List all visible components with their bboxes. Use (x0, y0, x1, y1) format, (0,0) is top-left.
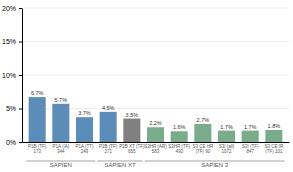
x-tick-label: S3I (TF)847 (242, 144, 259, 154)
grid-line (22, 41, 289, 42)
x-tick-label: S3HR (TF)490 (168, 144, 190, 154)
x-tick-label: S3HR (AR)583 (144, 144, 167, 154)
bar (194, 124, 211, 142)
groups: SAPIEN SAPIEN XT SAPIEN 3 (26, 161, 284, 168)
y-tick: 20% (2, 5, 22, 12)
x-tick-label-line: 655 (128, 149, 136, 154)
bar (52, 104, 69, 142)
x-tick: P1A (TT)249 (75, 144, 94, 154)
x-tick: S3HR (AR)583 (144, 144, 167, 154)
x-tick-label-line: 271 (104, 149, 112, 154)
grid-line (22, 8, 289, 9)
data-label: 1.7% (244, 124, 257, 130)
group-label: SAPIEN XT (104, 162, 136, 168)
bar (123, 119, 140, 142)
group-label: SAPIEN 3 (201, 162, 229, 168)
y-tick-mark (19, 8, 22, 9)
x-tick: P1A (IA)344 (52, 144, 69, 154)
x-tick: S3I (all)1072 (219, 144, 235, 154)
y-tick: 5% (6, 105, 22, 112)
y-tick: 10% (2, 72, 22, 79)
y-axis-line (22, 9, 23, 143)
x-tick-label-line: 344 (57, 149, 65, 154)
data-label: 1.6% (173, 124, 186, 130)
y-tick-label: 15% (2, 38, 16, 45)
x-axis-line (23, 142, 290, 143)
y-tick: 0% (6, 139, 22, 146)
x-tick: S3HR (TF)490 (168, 144, 190, 154)
bar (242, 131, 259, 142)
x-tick-label-line: 847 (246, 149, 254, 154)
x-tick-label: S3I (all)1072 (219, 144, 235, 154)
x-tick-label: S3 CE IR(TF) 101 (264, 144, 284, 154)
bar (171, 131, 188, 142)
y-axis: 0% 5% 10% 15% 20% (2, 5, 23, 146)
x-tick-label-line: 173 (33, 149, 41, 154)
data-labels: 6.7% 5.7% 3.7% 4.5% 3.5% 2.2% 1.6% 2.7% 1.7% 1.7%… (31, 90, 280, 130)
y-tick-mark (19, 42, 22, 43)
data-label: 5.7% (55, 97, 68, 103)
data-label: 4.5% (102, 105, 115, 111)
chart: 6.7% 5.7% 3.7% 4.5% 3.5% 2.2% 1.6% 2.7% 1.7% 1.7%… (0, 0, 293, 172)
x-tick-label: P1B (TF)173 (28, 144, 47, 154)
x-tick: S3I (TF)847 (242, 144, 259, 154)
bar (29, 97, 46, 142)
x-tick-label: P1A (IA)344 (52, 144, 69, 154)
data-label: 2.7% (197, 117, 210, 123)
grid (22, 8, 289, 142)
chart-container: 6.7% 5.7% 3.7% 4.5% 3.5% 2.2% 1.6% 2.7% 1.7% 1.7%… (0, 0, 293, 172)
x-tick-label: P2B (TF)271 (99, 144, 118, 154)
x-tick-label: P2B XT (TF)655 (119, 144, 145, 154)
grid-line (22, 75, 289, 76)
x-axis: P1B (TF)173 P1A (IA)344 P1A (TT)249 P2B (TF… (23, 143, 290, 155)
y-tick-label: 0% (6, 139, 16, 146)
bar (218, 131, 235, 142)
bar (147, 127, 164, 142)
x-tick-label: P1A (TT)249 (75, 144, 94, 154)
bars (29, 97, 283, 142)
x-tick-label-line: (TF) 101 (265, 149, 283, 154)
data-label: 2.2% (149, 120, 162, 126)
x-tick: P2B XT (TF)655 (119, 144, 145, 154)
data-label: 3.7% (78, 110, 91, 116)
y-tick-mark (19, 75, 22, 76)
x-tick: P2B (TF)271 (99, 144, 118, 154)
x-tick-label-line: 249 (81, 149, 89, 154)
x-tick-label: S3 CE HR(TF) 90 (192, 144, 214, 154)
data-label: 1.7% (220, 124, 233, 130)
plot: 6.7% 5.7% 3.7% 4.5% 3.5% 2.2% 1.6% 2.7% 1.7% 1.7%… (2, 5, 290, 169)
y-tick-mark (19, 109, 22, 110)
x-tick: S3 CE IR(TF) 101 (264, 144, 284, 154)
x-tick-label-line: (TF) 90 (195, 149, 210, 154)
y-tick-label: 20% (2, 5, 16, 12)
y-tick-label: 10% (2, 72, 16, 79)
x-tick-label-line: 583 (152, 149, 160, 154)
data-label: 6.7% (31, 90, 44, 96)
x-tick-label-line: 1072 (222, 149, 233, 154)
x-tick-label-line: 490 (175, 149, 183, 154)
bar (76, 117, 93, 142)
group-label: SAPIEN (50, 162, 72, 168)
y-tick: 15% (2, 38, 22, 45)
x-tick: P1B (TF)173 (28, 144, 47, 154)
data-label: 1.8% (268, 123, 281, 129)
x-tick: S3 CE HR(TF) 90 (192, 144, 214, 154)
y-tick-label: 5% (6, 105, 16, 112)
y-tick-mark (19, 142, 22, 143)
data-label: 3.5% (126, 112, 139, 118)
bar (265, 130, 282, 142)
bar (100, 112, 117, 142)
